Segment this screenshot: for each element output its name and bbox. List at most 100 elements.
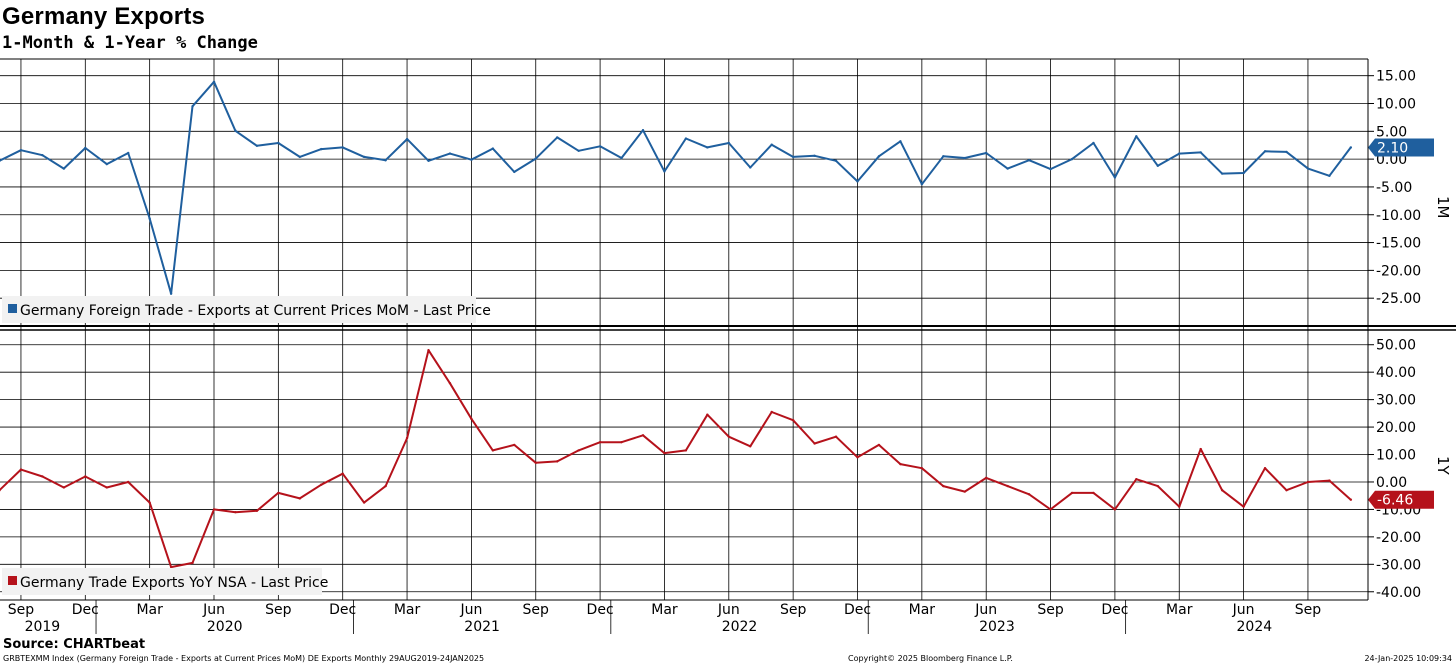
yoy-data-point (1006, 484, 1009, 488)
x-year-label: 2020 (207, 619, 243, 635)
mom-panel: 15.0010.005.000.00-5.00-10.00-15.00-20.0… (0, 69, 1434, 307)
mom-legend-swatch (8, 304, 17, 313)
mom-data-point (427, 159, 430, 162)
x-tick-label: Sep (523, 602, 550, 618)
mom-data-point (255, 144, 259, 147)
x-tick-label: Jun (717, 602, 740, 618)
x-tick-label: Dec (1101, 602, 1128, 618)
yoy-data-point (105, 486, 108, 489)
mom-data-point (1156, 164, 1160, 167)
yoy-data-point (212, 508, 216, 511)
chart-title: Germany Exports (2, 3, 206, 30)
yoy-panel: 50.0040.0030.0020.0010.000.00-10.00-20.0… (0, 338, 1434, 601)
x-year-label: 2021 (464, 619, 500, 635)
yoy-data-point (1328, 479, 1331, 482)
yoy-data-point (127, 480, 130, 484)
yoy-data-point (813, 442, 816, 445)
mom-data-point (663, 170, 666, 173)
yoy-data-point (942, 484, 945, 488)
yoy-data-point (427, 349, 430, 352)
mom-data-point (1263, 150, 1267, 153)
yoy-data-point (341, 472, 344, 475)
yoy-data-point (41, 475, 44, 478)
mom-data-point (920, 182, 924, 186)
yoy-data-point (1263, 467, 1267, 470)
mom-data-point (684, 137, 688, 140)
mom-data-point (212, 80, 216, 84)
yoy-data-point (1070, 491, 1074, 495)
mom-data-point (1070, 157, 1074, 161)
mom-data-point (856, 180, 859, 183)
mom-data-point (598, 145, 602, 148)
yoy-series-line (0, 349, 1352, 569)
yoy-data-point (1285, 489, 1288, 492)
source-note: Source: CHARTbeat (3, 637, 145, 652)
mom-last-value-text: 2.10 (1377, 140, 1408, 156)
mom-data-point (277, 141, 280, 145)
yoy-data-point (62, 486, 66, 489)
yoy-data-point (405, 436, 409, 440)
yoy-panel-label: 1Y (1434, 456, 1452, 476)
yoy-data-point (19, 468, 23, 471)
mom-last-value-badge: 2.10 (1368, 138, 1434, 157)
x-tick-label: Sep (265, 602, 292, 618)
yoy-data-point (0, 489, 1, 492)
yoy-data-point (920, 467, 924, 470)
yoy-y-tick-label: 50.00 (1376, 338, 1416, 354)
yoy-y-tick-label: 0.00 (1376, 475, 1407, 491)
yoy-y-tick-label: 30.00 (1376, 393, 1416, 409)
yoy-data-point (727, 435, 730, 438)
x-tick-label: Sep (1295, 602, 1322, 618)
mom-data-point (1049, 167, 1052, 171)
yoy-data-point (448, 381, 452, 385)
yoy-y-tick-label: -40.00 (1376, 585, 1421, 601)
mom-data-point (706, 146, 709, 149)
x-year-label: 2023 (979, 619, 1015, 635)
yoy-data-point (491, 449, 495, 452)
yoy-data-point (148, 501, 151, 504)
mom-data-point (448, 152, 452, 155)
mom-data-point (1135, 135, 1138, 138)
yoy-data-point (534, 461, 537, 464)
mom-data-point (942, 155, 945, 158)
yoy-data-point (277, 491, 280, 495)
mom-y-tick-label: 5.00 (1376, 124, 1407, 140)
yoy-data-point (620, 440, 623, 444)
mom-data-point (1027, 159, 1031, 162)
mom-y-tick-label: -15.00 (1376, 236, 1421, 252)
yoy-data-point (169, 565, 173, 569)
mom-data-point (362, 155, 366, 159)
mom-data-point (62, 167, 66, 170)
mom-legend: Germany Foreign Trade - Exports at Curre… (2, 296, 491, 323)
x-tick-label: Mar (394, 602, 421, 618)
yoy-data-point (362, 501, 366, 504)
yoy-data-point (684, 449, 688, 452)
x-tick-label: Dec (587, 602, 614, 618)
mom-data-point (1178, 152, 1181, 155)
mom-data-point (1006, 167, 1009, 170)
mom-y-tick-label: -20.00 (1376, 263, 1421, 279)
yoy-data-point (706, 413, 709, 416)
yoy-data-point (1135, 478, 1138, 481)
x-axis: Sep Dec Mar Jun Sep Dec Mar Jun Sep Dec Mar Jun Sep D… (8, 600, 1322, 635)
mom-data-point (1220, 172, 1224, 175)
mom-data-point (620, 156, 623, 160)
yoy-data-point (770, 410, 773, 414)
mom-data-point (1113, 176, 1117, 179)
yoy-legend: Germany Trade Exports YoY NSA - Last Pri… (2, 568, 328, 595)
yoy-data-point (877, 443, 881, 447)
yoy-data-point (255, 509, 259, 512)
yoy-legend-label: Germany Trade Exports YoY NSA - Last Pri… (20, 575, 328, 591)
mom-y-tick-label: 15.00 (1376, 69, 1416, 85)
mom-data-point (470, 158, 473, 161)
x-tick-label: Sep (780, 602, 807, 618)
mom-y-tick-label: -10.00 (1376, 208, 1421, 224)
yoy-last-value-text: -6.46 (1377, 493, 1413, 509)
x-tick-label: Sep (1037, 602, 1064, 618)
x-tick-label: Mar (136, 602, 163, 618)
yoy-data-point (191, 561, 194, 565)
mom-y-tick-label: -25.00 (1376, 291, 1421, 307)
yoy-data-point (1113, 508, 1117, 511)
yoy-y-tick-label: -20.00 (1376, 530, 1421, 546)
mom-data-point (384, 159, 387, 162)
